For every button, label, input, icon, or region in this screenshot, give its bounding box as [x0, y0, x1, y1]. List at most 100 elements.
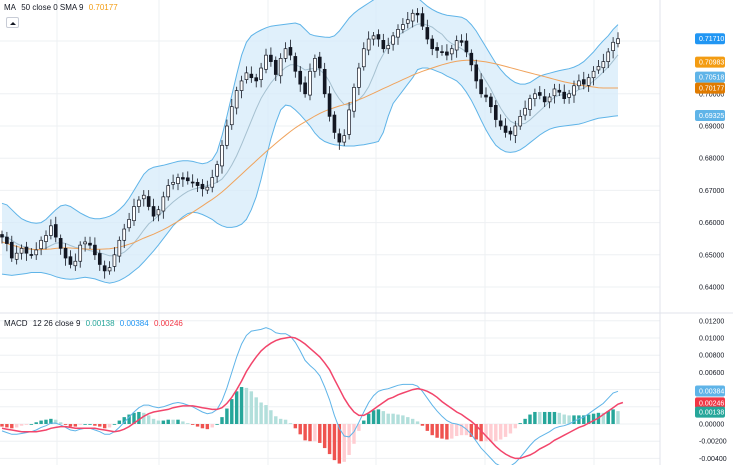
histogram-bar [181, 421, 185, 424]
histogram-bar [503, 424, 508, 437]
macd-tick-label: 0.01000 [699, 336, 724, 343]
macd-axis[interactable]: 0.012000.010000.008000.006000.004000.002… [695, 318, 727, 463]
histogram-bar [459, 424, 464, 436]
candle [161, 191, 166, 219]
histogram-bar [234, 391, 239, 424]
price-axis[interactable]: 0.716400.700000.690000.680000.670000.660… [695, 33, 725, 292]
histogram-bar [49, 418, 53, 424]
ma-legend-value: 0.70177 [88, 3, 118, 12]
histogram-bar [450, 424, 454, 439]
histogram-bar [293, 424, 298, 429]
histogram-bar [93, 424, 97, 426]
macd-price-tag: 0.00384 [695, 385, 725, 397]
price-pane[interactable] [0, 0, 620, 284]
candle [606, 48, 611, 69]
histogram-bar [171, 419, 175, 424]
histogram-bar [83, 424, 87, 425]
histogram-bar [533, 411, 537, 424]
candle [308, 63, 312, 101]
candle [229, 98, 234, 130]
candle [577, 74, 581, 90]
histogram-bar [254, 397, 258, 424]
histogram-bar [244, 387, 249, 424]
price-price-tag: 0.70983 [695, 56, 725, 68]
candle [317, 51, 322, 76]
histogram-bar [547, 411, 552, 424]
macd-price-tag: 0.00246 [695, 397, 725, 409]
histogram-bar [445, 424, 449, 440]
histogram-bar [190, 424, 195, 425]
candle [479, 73, 483, 98]
price-tick-label: 0.68000 [699, 156, 724, 163]
candle [9, 235, 14, 262]
histogram-bar [34, 422, 38, 424]
candle [88, 236, 92, 250]
histogram-bar [357, 424, 361, 431]
macd-pane[interactable] [0, 327, 624, 465]
histogram-bar [259, 402, 263, 424]
histogram-bar [337, 424, 342, 464]
histogram-bar [494, 424, 498, 442]
histogram-bar [303, 424, 307, 441]
histogram-bar [230, 399, 234, 424]
candle [112, 247, 117, 272]
histogram-bar [146, 415, 151, 424]
svg-text:0.70177: 0.70177 [699, 86, 724, 93]
histogram-bar [239, 387, 244, 424]
histogram-bar [44, 419, 48, 424]
histogram-bar [391, 413, 395, 424]
bollinger-band-fill [2, 0, 618, 284]
histogram-bar [567, 415, 571, 424]
ma-legend[interactable]: MA 50 close 0 SMA 9 0.70177 [4, 3, 121, 12]
candle [205, 180, 210, 194]
macd-tick-label: 0.00600 [699, 370, 724, 377]
histogram-bar [142, 412, 146, 424]
histogram-bar [410, 418, 415, 424]
histogram-bar [430, 424, 434, 436]
candle [474, 59, 479, 89]
candle [313, 54, 317, 78]
candle [332, 111, 337, 139]
candle [537, 86, 542, 100]
candle [39, 236, 43, 256]
candle [29, 248, 34, 259]
macd-price-tag: 0.00138 [695, 406, 725, 418]
candle [83, 236, 87, 252]
histogram-bar [386, 413, 390, 424]
histogram-bar [98, 424, 102, 427]
candle [508, 127, 513, 141]
histogram-bar [225, 408, 229, 424]
macd-legend[interactable]: MACD 12 26 close 9 0.00138 0.00384 0.002… [4, 319, 186, 328]
candle [234, 86, 239, 115]
histogram-bar [415, 421, 420, 424]
histogram-bar [577, 415, 581, 424]
svg-text:0.00246: 0.00246 [699, 400, 724, 407]
histogram-bar [513, 424, 518, 429]
candle [34, 242, 39, 260]
histogram-bar [508, 424, 513, 434]
candle [298, 66, 303, 92]
candle [464, 33, 469, 58]
histogram-bar [58, 422, 63, 424]
histogram-bar [523, 418, 527, 424]
histogram-bar [435, 424, 439, 438]
price-tick-label: 0.65000 [699, 252, 724, 259]
histogram-bar [269, 410, 273, 424]
collapse-legend-button[interactable] [6, 17, 19, 28]
macd-histogram [0, 387, 620, 464]
histogram-bar [122, 417, 126, 424]
histogram-bar [401, 415, 405, 424]
histogram-bar [161, 420, 166, 424]
price-tick-label: 0.64000 [699, 285, 724, 292]
candle [141, 190, 146, 207]
candle [93, 237, 97, 260]
candle [430, 35, 435, 56]
histogram-bar [278, 418, 283, 424]
histogram-bar [283, 419, 288, 424]
candle [469, 49, 474, 72]
price-tick-label: 0.67000 [699, 188, 724, 195]
candle [117, 236, 122, 263]
candle [596, 59, 601, 74]
candle [552, 83, 557, 104]
